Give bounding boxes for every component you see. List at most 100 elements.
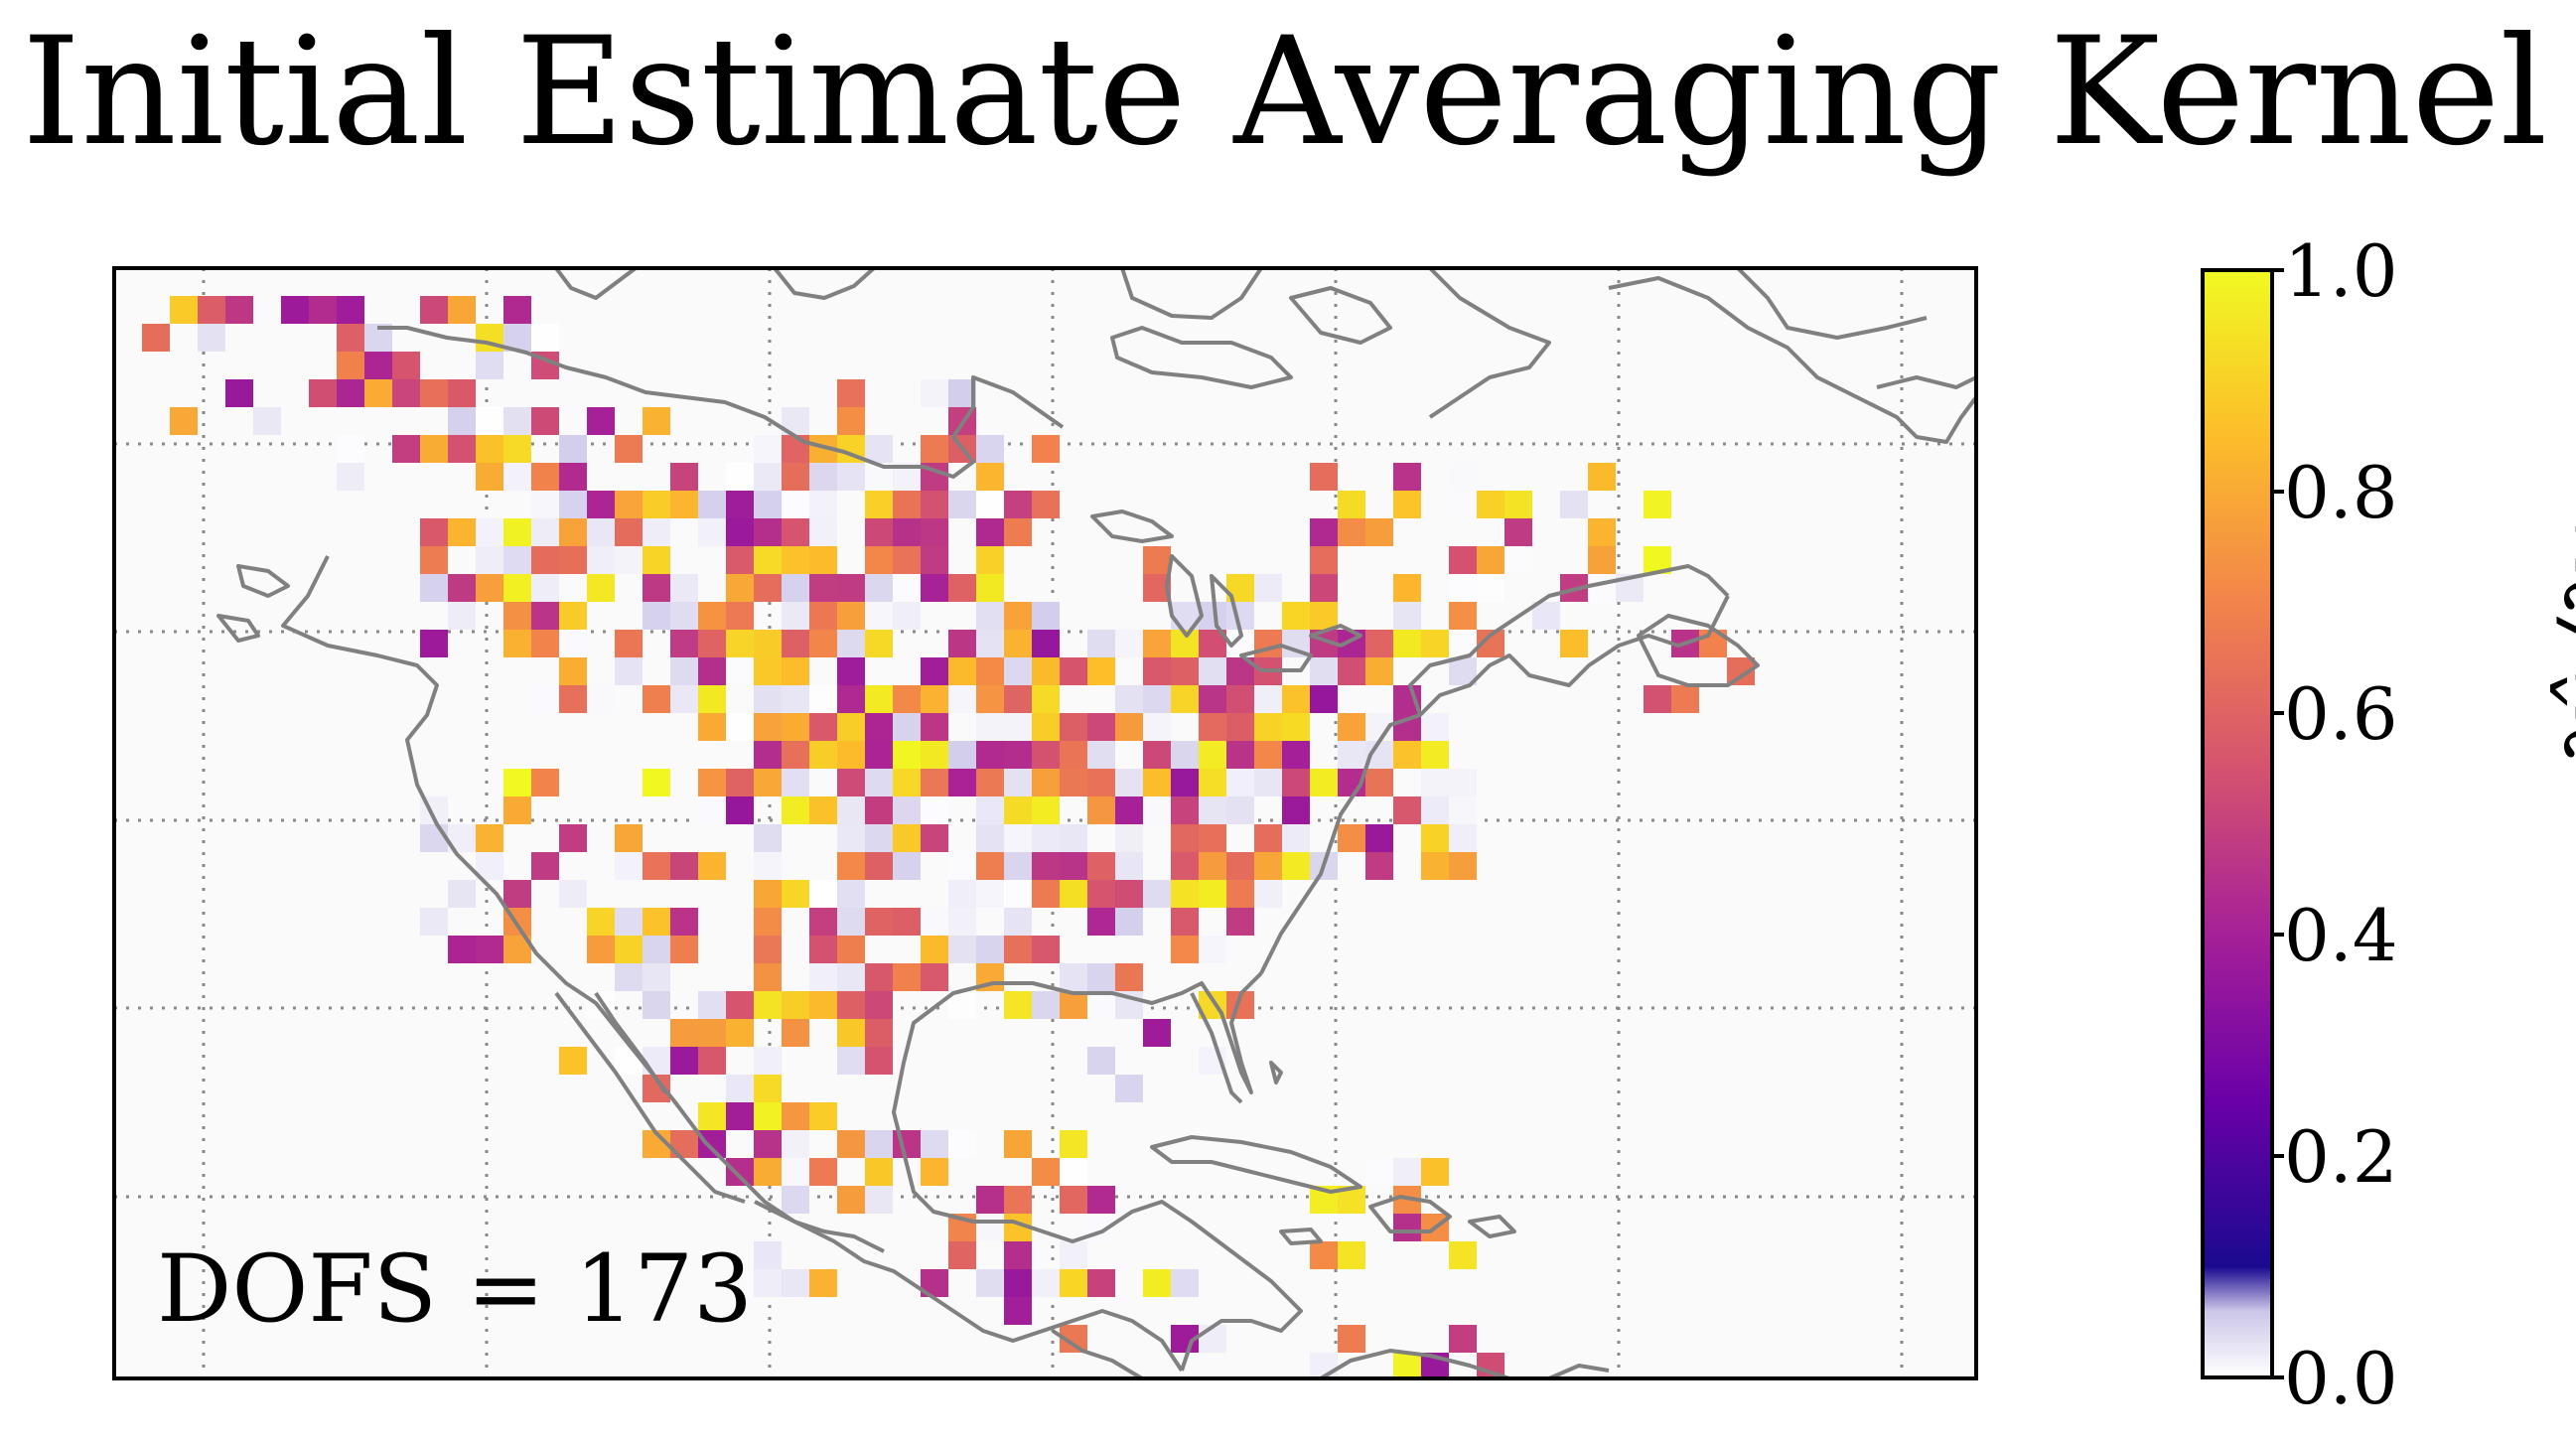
- kernel-cell: [503, 546, 531, 574]
- kernel-cell: [1087, 796, 1115, 824]
- kernel-cell: [1171, 936, 1199, 963]
- kernel-cell: [837, 657, 865, 685]
- kernel-cell: [531, 546, 559, 574]
- kernel-cell: [782, 769, 809, 796]
- kernel-cell: [503, 769, 531, 796]
- kernel-cell: [1060, 991, 1087, 1019]
- kernel-cell: [476, 824, 503, 852]
- kernel-cell: [726, 796, 754, 824]
- kernel-cell: [392, 435, 420, 463]
- kernel-cell: [837, 741, 865, 769]
- kernel-cell: [670, 685, 698, 713]
- kernel-cell: [392, 379, 420, 407]
- kernel-cell: [559, 546, 587, 574]
- kernel-cell: [1171, 657, 1199, 685]
- kernel-cell: [754, 1269, 782, 1297]
- kernel-cell: [754, 574, 782, 602]
- kernel-cell: [1143, 1269, 1171, 1297]
- kernel-cell: [170, 407, 198, 435]
- kernel-cell: [587, 546, 615, 574]
- kernel-cell: [809, 963, 837, 991]
- kernel-cell: [615, 936, 643, 963]
- kernel-cell: [976, 657, 1004, 685]
- kernel-cell: [976, 741, 1004, 769]
- kernel-cell: [531, 407, 559, 435]
- kernel-cell: [921, 546, 948, 574]
- kernel-cell: [754, 546, 782, 574]
- kernel-cell: [976, 1269, 1004, 1297]
- kernel-cell: [1421, 630, 1449, 657]
- kernel-cell: [1449, 546, 1477, 574]
- kernel-cell: [1310, 518, 1338, 546]
- kernel-cell: [865, 1186, 893, 1214]
- kernel-cell: [976, 936, 1004, 963]
- chart-title: Initial Estimate Averaging Kernel: [22, 6, 2548, 179]
- kernel-cell: [503, 463, 531, 491]
- kernel-cell: [1449, 852, 1477, 880]
- kernel-cell: [837, 769, 865, 796]
- kernel-cell: [559, 491, 587, 518]
- kernel-cell: [643, 852, 670, 880]
- kernel-cell: [726, 1158, 754, 1186]
- kernel-cell: [1588, 574, 1616, 602]
- kernel-cell: [754, 713, 782, 741]
- kernel-cell: [782, 796, 809, 824]
- kernel-cell: [1199, 936, 1226, 963]
- kernel-cell: [865, 713, 893, 741]
- kernel-cell: [1421, 796, 1449, 824]
- kernel-cell: [782, 574, 809, 602]
- kernel-cell: [503, 296, 531, 324]
- kernel-cell: [698, 796, 726, 824]
- kernel-cell: [1226, 852, 1254, 880]
- kernel-cell: [948, 1130, 976, 1158]
- kernel-cell: [698, 1102, 726, 1130]
- kernel-cell: [448, 936, 476, 963]
- colorbar-label: ∂x̂ᵢ/∂xᵢ: [2538, 506, 2576, 772]
- kernel-cell: [1004, 769, 1032, 796]
- kernel-cell: [1060, 1130, 1087, 1158]
- kernel-cell: [1171, 769, 1199, 796]
- kernel-cell: [1060, 1186, 1087, 1214]
- kernel-cell: [1365, 852, 1393, 880]
- kernel-cell: [809, 1158, 837, 1186]
- kernel-cell: [1449, 1325, 1477, 1353]
- kernel-cell: [531, 769, 559, 796]
- kernel-cell: [726, 1019, 754, 1047]
- kernel-cell: [643, 963, 670, 991]
- kernel-cell: [976, 574, 1004, 602]
- kernel-cell: [893, 769, 921, 796]
- kernel-cell: [865, 546, 893, 574]
- kernel-cell: [420, 574, 448, 602]
- kernel-cell: [448, 602, 476, 630]
- kernel-cell: [921, 574, 948, 602]
- kernel-cell: [643, 908, 670, 936]
- kernel-cell: [921, 491, 948, 518]
- kernel-cell: [921, 824, 948, 852]
- kernel-cell: [1087, 769, 1115, 796]
- kernel-cell: [865, 852, 893, 880]
- kernel-cell: [1004, 630, 1032, 657]
- kernel-cell: [587, 491, 615, 518]
- kernel-cell: [1171, 880, 1199, 908]
- kernel-cell: [865, 518, 893, 546]
- kernel-cell: [1004, 685, 1032, 713]
- kernel-cell: [1310, 769, 1338, 796]
- kernel-cell: [503, 435, 531, 463]
- kernel-cell: [1115, 824, 1143, 852]
- kernel-cell: [1338, 1325, 1365, 1353]
- kernel-cell: [531, 685, 559, 713]
- kernel-cell: [225, 379, 253, 407]
- kernel-cell: [559, 880, 587, 908]
- kernel-cell: [476, 407, 503, 435]
- kernel-cell: [921, 769, 948, 796]
- kernel-cell: [559, 602, 587, 630]
- kernel-cell: [1032, 1158, 1060, 1186]
- kernel-cell: [837, 407, 865, 435]
- kernel-cell: [1087, 657, 1115, 685]
- kernel-cell: [615, 908, 643, 936]
- kernel-cell: [698, 769, 726, 796]
- kernel-cell: [1032, 991, 1060, 1019]
- kernel-cell: [698, 657, 726, 685]
- kernel-cell: [1199, 880, 1226, 908]
- kernel-cell: [726, 491, 754, 518]
